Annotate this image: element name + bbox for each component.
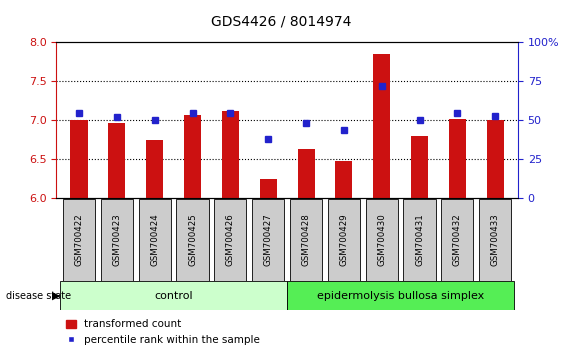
Bar — [146, 140, 163, 198]
Bar — [411, 136, 428, 198]
Bar — [449, 119, 466, 198]
Text: GSM700431: GSM700431 — [415, 213, 424, 266]
FancyBboxPatch shape — [60, 281, 287, 310]
Legend: transformed count, percentile rank within the sample: transformed count, percentile rank withi… — [61, 315, 265, 349]
FancyBboxPatch shape — [365, 199, 398, 281]
Bar — [108, 124, 126, 198]
Text: GSM700423: GSM700423 — [113, 213, 122, 266]
FancyBboxPatch shape — [290, 199, 322, 281]
FancyBboxPatch shape — [101, 199, 133, 281]
Text: ▶: ▶ — [52, 291, 60, 301]
Bar — [222, 111, 239, 198]
FancyBboxPatch shape — [176, 199, 209, 281]
Bar — [260, 179, 277, 198]
FancyBboxPatch shape — [328, 199, 360, 281]
Bar — [373, 54, 390, 198]
FancyBboxPatch shape — [215, 199, 247, 281]
Bar — [70, 120, 87, 198]
FancyBboxPatch shape — [441, 199, 473, 281]
Text: GSM700433: GSM700433 — [491, 213, 500, 266]
FancyBboxPatch shape — [252, 199, 284, 281]
Text: GSM700430: GSM700430 — [377, 213, 386, 266]
Text: epidermolysis bullosa simplex: epidermolysis bullosa simplex — [317, 291, 484, 301]
Text: GSM700427: GSM700427 — [263, 213, 272, 266]
Text: control: control — [154, 291, 193, 301]
FancyBboxPatch shape — [404, 199, 436, 281]
Text: GSM700432: GSM700432 — [453, 213, 462, 266]
Bar — [487, 120, 504, 198]
FancyBboxPatch shape — [287, 281, 514, 310]
Text: GSM700428: GSM700428 — [302, 213, 311, 266]
Text: GSM700429: GSM700429 — [339, 213, 348, 266]
Text: disease state: disease state — [6, 291, 71, 301]
Text: GSM700422: GSM700422 — [74, 213, 83, 266]
Text: GSM700425: GSM700425 — [188, 213, 197, 266]
Text: GDS4426 / 8014974: GDS4426 / 8014974 — [211, 14, 352, 28]
Bar — [184, 115, 201, 198]
Text: GSM700424: GSM700424 — [150, 213, 159, 266]
FancyBboxPatch shape — [138, 199, 171, 281]
FancyBboxPatch shape — [63, 199, 95, 281]
Bar — [336, 161, 352, 198]
Bar — [297, 149, 315, 198]
FancyBboxPatch shape — [479, 199, 511, 281]
Text: GSM700426: GSM700426 — [226, 213, 235, 266]
